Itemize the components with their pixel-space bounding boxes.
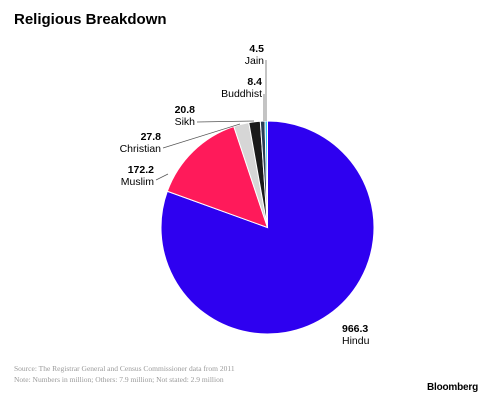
category-label-christian: Christian xyxy=(120,143,162,155)
pie-slices xyxy=(160,120,375,335)
leader-line-muslim xyxy=(155,173,169,181)
category-label-muslim: Muslim xyxy=(121,176,155,188)
leader-line-sikh xyxy=(196,120,255,123)
slice-muslim xyxy=(166,125,269,229)
value-label-christian: 27.8 xyxy=(141,131,162,143)
category-label-sikh: Sikh xyxy=(175,116,196,128)
bloomberg-logo: Bloomberg xyxy=(427,382,478,393)
value-label-hindu: 966.3 xyxy=(342,323,368,335)
category-label-jain: Jain xyxy=(245,55,264,67)
leader-lines xyxy=(155,60,267,181)
slice-jain xyxy=(264,120,268,228)
chart-title: Religious Breakdown xyxy=(14,11,167,28)
category-label-buddhist: Buddhist xyxy=(221,88,262,100)
value-label-sikh: 20.8 xyxy=(175,104,196,116)
data-note: Note: Numbers in million; Others: 7.9 mi… xyxy=(14,375,224,384)
value-label-muslim: 172.2 xyxy=(128,164,154,176)
value-label-jain: 4.5 xyxy=(249,43,264,55)
value-label-buddhist: 8.4 xyxy=(247,76,262,88)
leader-line-christian xyxy=(162,123,241,149)
source-note: Source: The Registrar General and Census… xyxy=(14,364,235,373)
category-label-hindu: Hindu xyxy=(342,335,370,347)
